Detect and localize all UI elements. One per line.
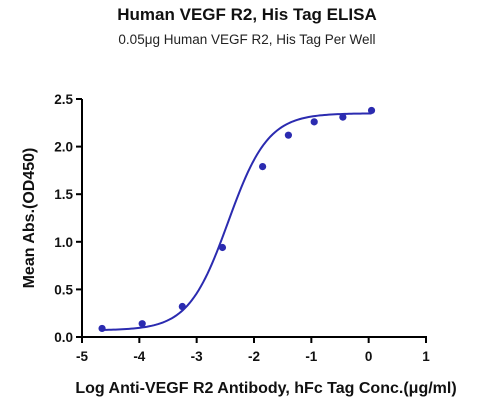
x-tick-label: -4 bbox=[133, 349, 145, 364]
y-tick-label: 0.0 bbox=[54, 330, 73, 345]
y-tick-label: 1.0 bbox=[54, 235, 73, 250]
data-point bbox=[218, 243, 227, 252]
y-tick-label: 2.5 bbox=[54, 92, 73, 107]
data-point bbox=[259, 162, 267, 171]
data-point bbox=[138, 320, 146, 328]
y-tick-label: 1.5 bbox=[54, 187, 73, 202]
data-point bbox=[310, 118, 318, 126]
x-tick-label: 0 bbox=[365, 349, 373, 364]
chart-subtitle: 0.05μg Human VEGF R2, His Tag Per Well bbox=[118, 32, 375, 47]
y-tick-label: 0.5 bbox=[54, 282, 73, 297]
y-axis-label: Mean Abs.(OD450) bbox=[21, 148, 38, 289]
x-axis-label: Log Anti-VEGF R2 Antibody, hFc Tag Conc.… bbox=[75, 380, 456, 397]
x-tick-label: -1 bbox=[305, 349, 317, 364]
x-tick-label: -5 bbox=[76, 349, 88, 364]
x-tick-label: -3 bbox=[191, 349, 203, 364]
data-point bbox=[98, 324, 106, 333]
fit-curve bbox=[102, 112, 372, 331]
y-tick-label: 2.0 bbox=[54, 140, 73, 155]
data-point bbox=[339, 113, 347, 121]
data-point bbox=[178, 302, 186, 311]
tick-group: -5 -4 -3 -2 -1 0 1 0.0 0.5 1.0 1.5 2.0 2.5 bbox=[54, 92, 430, 364]
data-point bbox=[367, 106, 376, 115]
chart-title: Human VEGF R2, His Tag ELISA bbox=[117, 5, 376, 24]
x-tick-label: -2 bbox=[248, 349, 260, 364]
data-points bbox=[98, 106, 376, 333]
data-point bbox=[284, 131, 292, 139]
x-tick-label: 1 bbox=[422, 349, 430, 364]
